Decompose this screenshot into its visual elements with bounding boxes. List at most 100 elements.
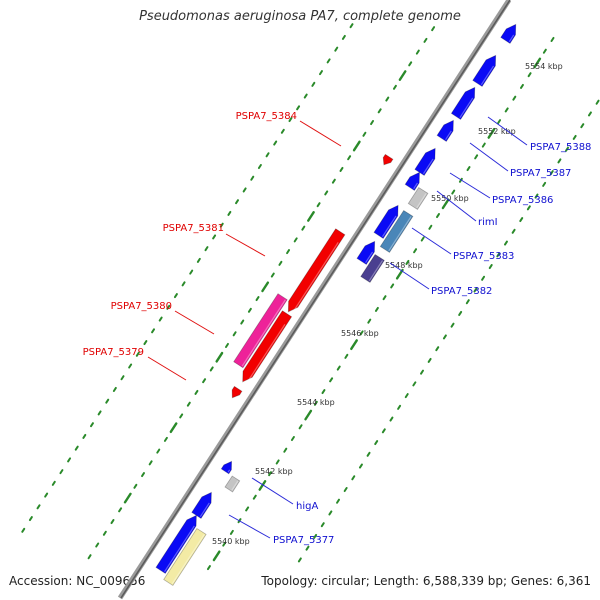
guide-dot	[406, 394, 408, 397]
dotted-guides	[22, 24, 598, 569]
gene-label-PSPA7_5380[interactable]: PSPA7_5380	[111, 301, 172, 312]
guide-dot	[111, 520, 113, 523]
guide-dot	[498, 120, 500, 123]
guide-dot	[60, 470, 62, 473]
scale-label: 5546 kbp	[341, 329, 379, 338]
guide-dot	[383, 429, 385, 432]
guide-dot	[335, 48, 337, 51]
guide-dot	[89, 555, 91, 558]
gene-label-higA[interactable]: higA	[296, 501, 318, 512]
guide-dot	[482, 277, 484, 280]
guide-dot	[287, 250, 289, 253]
guide-dot	[114, 388, 116, 391]
guide-dot	[414, 249, 416, 252]
guide-dot	[589, 112, 591, 115]
guide-dot	[475, 155, 477, 158]
gene-PSPA7_5379[interactable]	[232, 386, 242, 397]
gene-label-rimI[interactable]: rimI	[478, 217, 498, 228]
guide-dot	[183, 282, 185, 285]
guide-dot	[68, 458, 70, 461]
guide-dot	[208, 566, 210, 569]
gene-top-arrow[interactable]	[501, 24, 516, 43]
guide-dot	[305, 411, 310, 419]
guide-dot	[104, 532, 106, 535]
guide-dot	[322, 523, 324, 526]
guide-dot	[398, 406, 400, 409]
guide-dot	[505, 242, 507, 245]
guide-dot	[125, 494, 130, 502]
guide-dot	[279, 262, 281, 265]
guide-dot	[444, 335, 446, 338]
gene-arrow-2[interactable]	[473, 55, 496, 86]
guide-dot	[180, 414, 182, 417]
guide-dot	[83, 435, 85, 438]
guide-dot	[144, 341, 146, 344]
guide-dot	[297, 106, 299, 109]
guide-dot	[122, 376, 124, 379]
guide-dot	[528, 206, 530, 209]
gene-label-PSPA7_5377[interactable]: PSPA7_5377	[273, 535, 334, 546]
guide-dot	[175, 294, 177, 297]
guide-dot	[277, 460, 279, 463]
guide-dot	[325, 191, 327, 194]
guide-dot	[345, 488, 347, 491]
guide-dot	[483, 144, 485, 147]
guide-dot	[468, 167, 470, 170]
guide-dot	[203, 379, 205, 382]
gene-PSPA7_5384[interactable]	[383, 154, 393, 164]
guide-dot	[188, 403, 190, 406]
guide-dot	[134, 485, 136, 488]
guide-dot	[308, 212, 313, 220]
guide-dot	[211, 367, 213, 370]
guide-dot	[160, 318, 162, 321]
guide-dot	[437, 214, 439, 217]
guide-dot	[368, 320, 370, 323]
label-leader	[252, 478, 293, 504]
guide-dot	[142, 473, 144, 476]
gene-higA[interactable]	[221, 461, 231, 473]
guide-dot	[390, 418, 392, 421]
gene-label-PSPA7_5388[interactable]: PSPA7_5388	[530, 142, 591, 153]
guide-dot	[348, 156, 350, 159]
guide-dot	[282, 130, 284, 133]
guide-dot	[244, 188, 246, 191]
gene-label-PSPA7_5384[interactable]: PSPA7_5384	[236, 111, 297, 122]
label-leader	[175, 311, 214, 334]
guide-dot	[299, 558, 301, 561]
guide-dot	[330, 378, 332, 381]
guide-dot	[249, 309, 251, 312]
guide-dot	[302, 227, 304, 230]
guide-dot	[99, 411, 101, 414]
guide-dot	[234, 332, 236, 335]
guide-dot	[262, 283, 267, 291]
guide-dot	[195, 391, 197, 394]
guide-dot	[259, 165, 261, 168]
scale-label: 5548 kbp	[385, 261, 423, 270]
guide-dot	[351, 340, 356, 348]
guide-dot	[38, 505, 40, 508]
gene-arrow-3[interactable]	[451, 87, 474, 119]
guide-dot	[228, 212, 230, 215]
gene-label-PSPA7_5382[interactable]: PSPA7_5382	[431, 286, 492, 297]
guide-dot	[520, 218, 522, 221]
guide-dot	[119, 508, 121, 511]
gene-label-PSPA7_5387[interactable]: PSPA7_5387	[510, 168, 571, 179]
guide-dot	[217, 353, 222, 361]
gene-label-PSPA7_5383[interactable]: PSPA7_5383	[453, 251, 514, 262]
guide-dot	[305, 95, 307, 98]
gene-PSPA7_5386[interactable]	[405, 172, 419, 190]
gene-label-PSPA7_5386[interactable]: PSPA7_5386	[492, 195, 553, 206]
guide-dot	[236, 200, 238, 203]
scale-label: 5540 kbp	[212, 537, 250, 546]
label-leader	[229, 515, 270, 538]
gene-label-PSPA7_5381[interactable]: PSPA7_5381	[163, 223, 224, 234]
guide-dot	[354, 142, 359, 150]
guide-dot	[544, 50, 546, 53]
gene-label-PSPA7_5379[interactable]: PSPA7_5379	[83, 347, 144, 358]
guide-dot	[251, 177, 253, 180]
guide-dot	[213, 235, 215, 238]
guide-dot	[22, 529, 24, 532]
guide-dot	[226, 344, 228, 347]
guide-dot	[295, 238, 297, 241]
